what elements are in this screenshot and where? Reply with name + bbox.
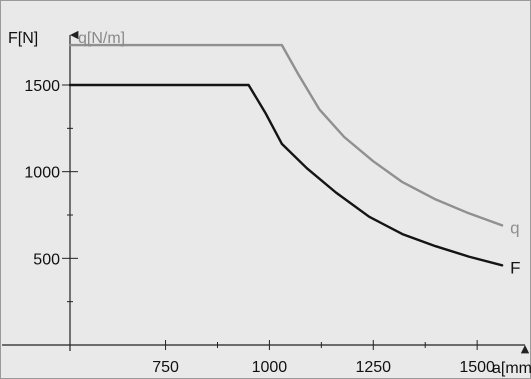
y-tick-label-500: 500: [33, 251, 60, 268]
series-line-F: [68, 83, 504, 267]
series-label-F: F: [510, 258, 520, 277]
y-axis-label-right: q[N/m]: [78, 30, 125, 47]
x-tick-label-1500: 1500: [459, 359, 495, 376]
ticks: 750 1000 1250 1500 500 1000 1500: [24, 78, 495, 376]
x-tick-label-750: 750: [152, 359, 179, 376]
y-axis-label-left: F[N]: [8, 30, 38, 47]
x-axis-label: a[mm]: [492, 360, 531, 377]
axes: [2, 30, 530, 354]
x-tick-label-1250: 1250: [355, 359, 391, 376]
x-tick-label-1000: 1000: [252, 359, 288, 376]
series-line-q: [68, 43, 504, 227]
series-label-q: q: [510, 218, 519, 237]
y-tick-label-1500: 1500: [24, 78, 60, 95]
series-lines: qF: [68, 43, 520, 277]
y-tick-label-1000: 1000: [24, 165, 60, 182]
labels: F[N] q[N/m] a[mm]: [8, 30, 531, 377]
